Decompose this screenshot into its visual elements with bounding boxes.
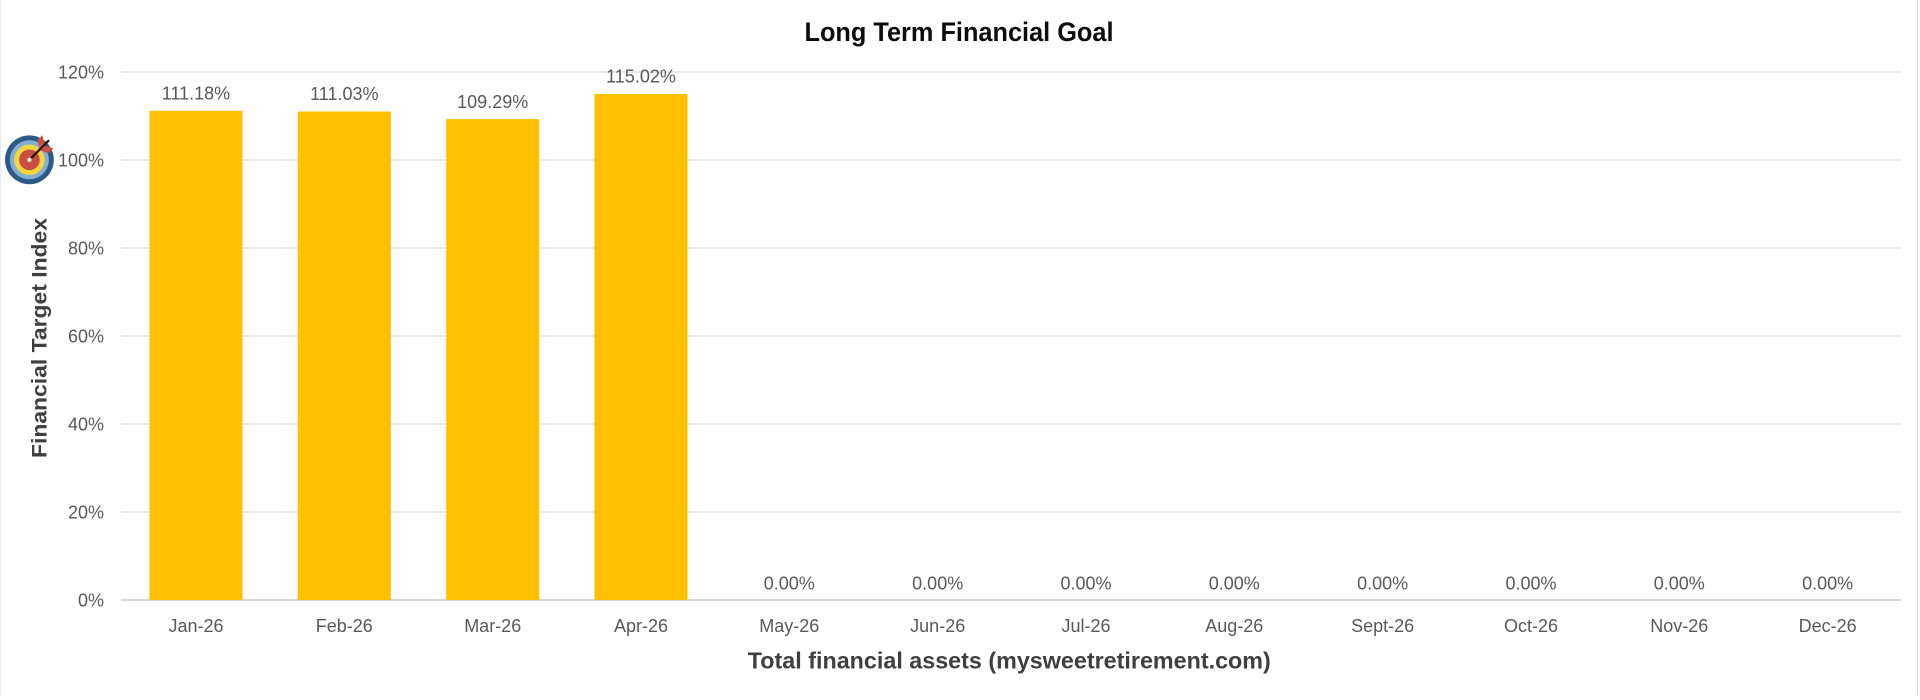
svg-text:0.00%: 0.00% — [1209, 574, 1260, 594]
svg-text:115.02%: 115.02% — [606, 67, 676, 87]
svg-text:0%: 0% — [78, 591, 104, 611]
svg-text:109.29%: 109.29% — [457, 92, 528, 112]
svg-text:Apr-26: Apr-26 — [614, 616, 668, 636]
svg-text:Feb-26: Feb-26 — [316, 616, 373, 636]
svg-text:100%: 100% — [58, 151, 104, 171]
svg-text:40%: 40% — [68, 415, 104, 435]
svg-text:Long Term Financial Goal: Long Term Financial Goal — [805, 17, 1114, 47]
svg-text:May-26: May-26 — [759, 616, 819, 636]
svg-text:0.00%: 0.00% — [1505, 574, 1556, 594]
svg-text:Jun-26: Jun-26 — [910, 616, 965, 636]
svg-text:80%: 80% — [68, 239, 104, 259]
svg-text:Jan-26: Jan-26 — [168, 616, 223, 636]
svg-text:Nov-26: Nov-26 — [1650, 616, 1708, 636]
svg-text:111.03%: 111.03% — [310, 84, 378, 104]
svg-text:20%: 20% — [68, 503, 104, 523]
svg-text:Aug-26: Aug-26 — [1205, 616, 1263, 636]
svg-text:Oct-26: Oct-26 — [1504, 616, 1558, 636]
svg-text:0.00%: 0.00% — [1654, 574, 1705, 594]
svg-text:Sept-26: Sept-26 — [1351, 616, 1414, 636]
svg-text:Dec-26: Dec-26 — [1799, 616, 1857, 636]
svg-text:120%: 120% — [58, 63, 104, 83]
svg-text:Mar-26: Mar-26 — [464, 616, 521, 636]
svg-text:60%: 60% — [68, 327, 104, 347]
svg-text:0.00%: 0.00% — [912, 574, 963, 594]
svg-text:Financial Target Index: Financial Target Index — [28, 218, 52, 458]
svg-text:Total financial assets (myswee: Total financial assets (mysweetretiremen… — [748, 648, 1271, 674]
svg-text:Jul-26: Jul-26 — [1061, 616, 1110, 636]
svg-text:0.00%: 0.00% — [1357, 574, 1408, 594]
svg-text:111.18%: 111.18% — [162, 84, 230, 104]
svg-text:0.00%: 0.00% — [764, 574, 815, 594]
svg-text:0.00%: 0.00% — [1060, 574, 1111, 594]
svg-text:0.00%: 0.00% — [1802, 574, 1853, 594]
